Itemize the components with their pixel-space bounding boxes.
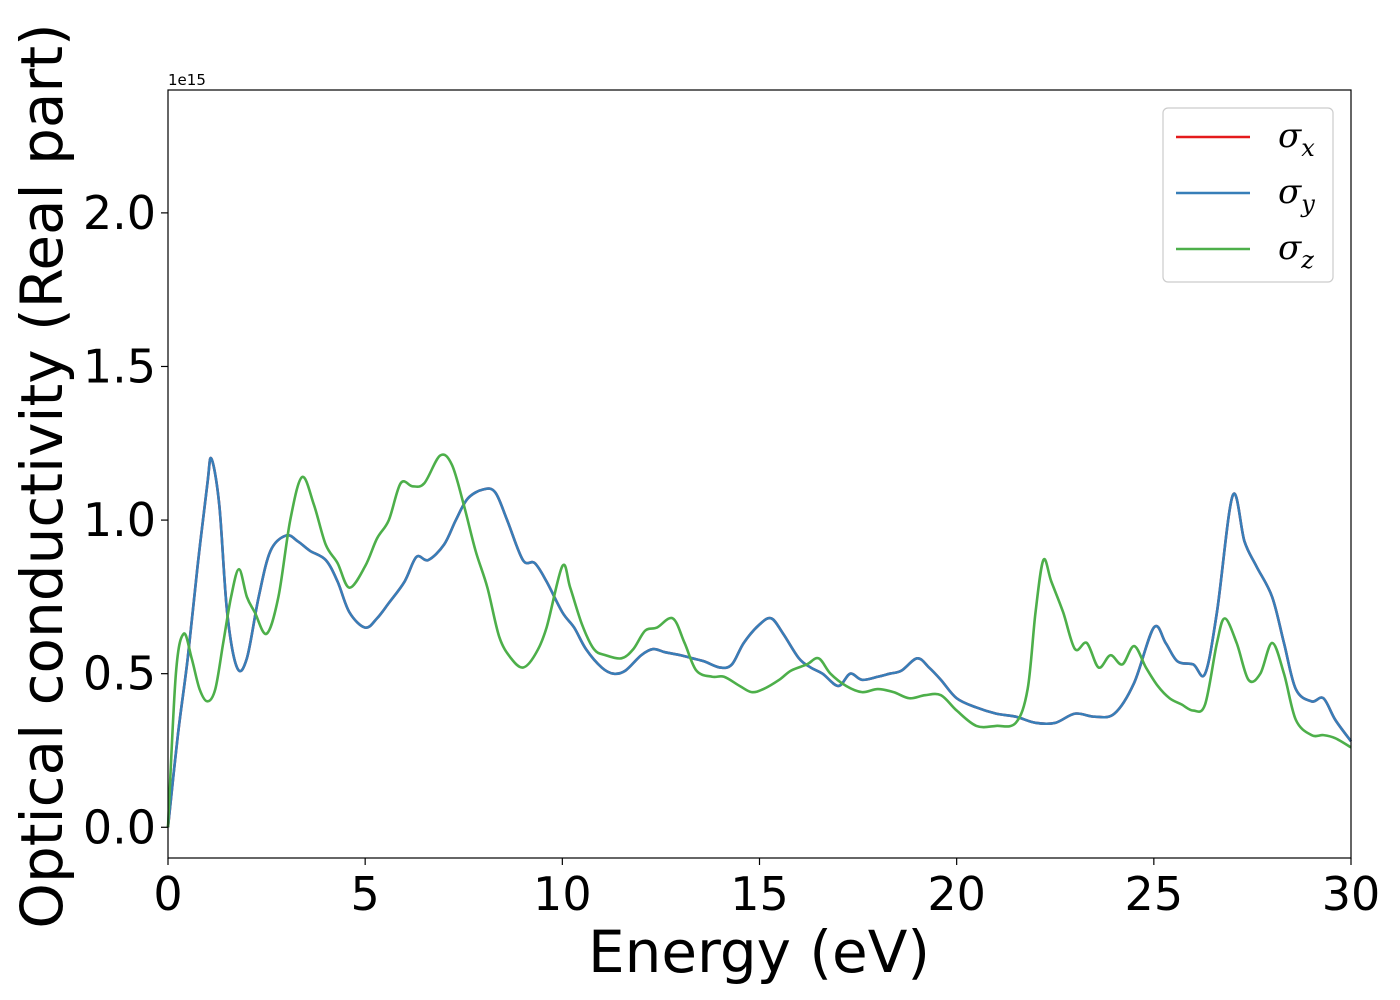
x-tick-label: 10 [533, 867, 592, 921]
y-tick-label: 1.0 [83, 493, 156, 547]
x-axis-label: Energy (eV) [588, 918, 930, 986]
x-tick-label: 5 [351, 867, 380, 921]
legend-label-sigma-y: σy [1278, 172, 1315, 218]
legend-items: σx σy σz [1176, 116, 1315, 274]
x-tick-label: 25 [1125, 867, 1184, 921]
y-tick-label: 0.5 [83, 647, 156, 701]
x-axis-ticks: 0 5 10 15 20 25 30 [153, 858, 1380, 921]
y-tick-label: 0.0 [83, 800, 156, 854]
legend: σx σy σz [1162, 107, 1334, 283]
plot-background [168, 90, 1351, 858]
x-tick-label: 20 [927, 867, 986, 921]
x-tick-label: 30 [1322, 867, 1381, 921]
y-axis-ticks: 0.0 0.5 1.0 1.5 2.0 [83, 186, 168, 854]
legend-label-sigma-x: σx [1278, 116, 1315, 162]
series-layer [166, 453, 1353, 828]
x-tick-label: 0 [153, 867, 182, 921]
y-tick-label: 2.0 [83, 186, 156, 240]
y-tick-label: 1.5 [83, 339, 156, 393]
series-line-sigma-z [166, 453, 1352, 828]
legend-box [1162, 107, 1334, 283]
legend-label-sigma-z: σz [1278, 228, 1314, 274]
x-tick-label: 15 [730, 867, 789, 921]
y-offset-label: 1e15 [168, 71, 206, 89]
y-axis-label: Optical conductivity (Real part) [8, 23, 76, 928]
series-line-sigma-y [166, 456, 1353, 828]
